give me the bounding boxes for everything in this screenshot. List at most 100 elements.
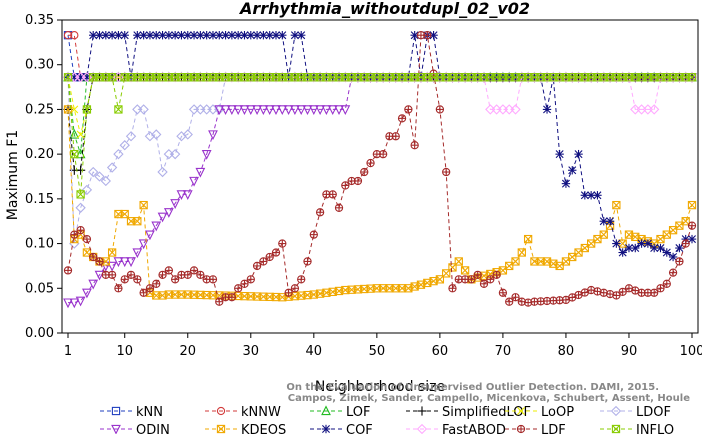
series-cof (63, 31, 697, 262)
data-point-ldf (114, 284, 123, 293)
data-point-odin (113, 257, 124, 268)
data-point-cof (542, 105, 552, 114)
y-tick-label: 0.30 (25, 58, 54, 73)
plot-frame (61, 19, 699, 334)
data-point-ldf (492, 270, 501, 280)
x-tick-label: 1 (64, 344, 72, 359)
data-point-odin (69, 298, 80, 309)
series-line-lof (67, 76, 692, 155)
data-point-knnw (70, 31, 79, 40)
data-point-simplifiedlof (76, 165, 86, 175)
series-layer (62, 31, 698, 309)
data-point-kdeos (107, 248, 117, 257)
data-point-ldf (448, 284, 457, 293)
legend-item-ldof: LDOF (600, 405, 671, 420)
data-point-inflo (63, 73, 73, 82)
data-point-ldof (100, 175, 111, 187)
legend-item-fastabod: FastABOD (406, 423, 506, 434)
data-point-ldf (284, 288, 293, 297)
series-odin (63, 73, 697, 309)
data-point-inflo (70, 149, 79, 159)
data-point-ldf (278, 239, 287, 248)
x-tick-label: 20 (179, 344, 196, 359)
data-point-odin (182, 190, 193, 201)
legend-swatch-marker (321, 405, 331, 416)
data-point-ldf (82, 234, 92, 244)
legend-swatch-marker (416, 423, 428, 434)
data-point-cof (555, 149, 564, 159)
data-point-odin (195, 167, 206, 178)
data-point-inflo (687, 73, 697, 82)
data-point-odin (239, 105, 250, 116)
series-line-knnw (68, 34, 692, 78)
data-point-ldf (467, 275, 476, 284)
data-point-ldof (81, 184, 93, 196)
x-tick-label: 40 (306, 344, 323, 359)
series-kdeos (63, 105, 697, 302)
data-point-ldf (95, 257, 104, 266)
data-point-ldf (328, 190, 337, 199)
data-point-odin (189, 176, 199, 187)
data-point-kdeos (139, 200, 148, 210)
data-point-loop (76, 130, 85, 139)
data-point-kdeos (523, 234, 533, 244)
data-point-ldf (379, 149, 388, 159)
y-axis-label: Maximum F1 (5, 130, 21, 220)
data-point-cof (278, 31, 287, 40)
data-point-ldf (675, 257, 684, 266)
legend-item-ldf: LDF (505, 423, 566, 434)
series-simplifiedlof (63, 72, 697, 175)
data-point-cof (561, 179, 571, 188)
data-point-cof (605, 217, 615, 226)
data-point-odin (170, 199, 181, 209)
legend-label: LoOP (541, 405, 574, 420)
data-point-ldf (442, 167, 451, 177)
data-point-ldof (113, 148, 124, 160)
data-point-cof (643, 239, 653, 248)
data-point-ldf (70, 230, 79, 239)
data-point-ldf (397, 114, 407, 123)
x-axis: 1 10 20 30 40 50 60 70 80 90 100 (64, 333, 702, 359)
data-point-ldof (169, 148, 181, 160)
data-point-odin (290, 105, 300, 116)
data-point-cof (618, 248, 627, 257)
data-point-knnw (63, 31, 73, 40)
y-tick-label: 0.20 (25, 147, 54, 162)
data-point-ldf (271, 248, 281, 257)
data-point-inflo (76, 190, 85, 199)
x-tick-label: 30 (243, 344, 260, 359)
x-tick-label: 100 (680, 344, 702, 359)
series-inflo (63, 73, 697, 199)
data-point-odin (296, 105, 307, 116)
data-point-ldf (511, 293, 520, 302)
data-point-ldf (360, 167, 369, 177)
data-point-ldf (189, 266, 199, 275)
series-line-inflo (67, 76, 692, 195)
data-point-odin (208, 130, 218, 141)
legend-swatch-marker (516, 424, 526, 434)
legend-swatch-marker (517, 407, 525, 415)
data-point-cof (656, 243, 665, 253)
data-point-ldf (498, 288, 508, 297)
data-point-odin (88, 279, 99, 290)
y-tick-label: 0.15 (25, 192, 54, 207)
legend-label: FastABOD (442, 423, 506, 434)
data-point-odin (226, 105, 237, 116)
data-point-odin (151, 221, 162, 232)
data-point-odin (145, 230, 155, 241)
data-point-ldf (171, 275, 180, 284)
watermark-line-2: On the Evaluation of Unsupervised Outlie… (286, 382, 659, 393)
data-point-ldf (145, 284, 155, 293)
legend-swatch-marker (111, 424, 121, 434)
y-axis: 0.00 0.05 0.10 0.15 0.20 0.25 0.30 0.35 (25, 13, 62, 341)
data-point-odin (126, 257, 136, 268)
data-point-kdeos (120, 209, 129, 219)
x-tick-label: 90 (621, 344, 638, 359)
legend-label: ODIN (136, 423, 170, 434)
series-line-kdeos (67, 109, 693, 298)
data-point-ldf (259, 257, 268, 266)
data-point-ldf (687, 221, 697, 230)
data-point-cof (662, 248, 671, 257)
data-point-cof (593, 191, 602, 200)
data-point-odin (258, 105, 269, 116)
